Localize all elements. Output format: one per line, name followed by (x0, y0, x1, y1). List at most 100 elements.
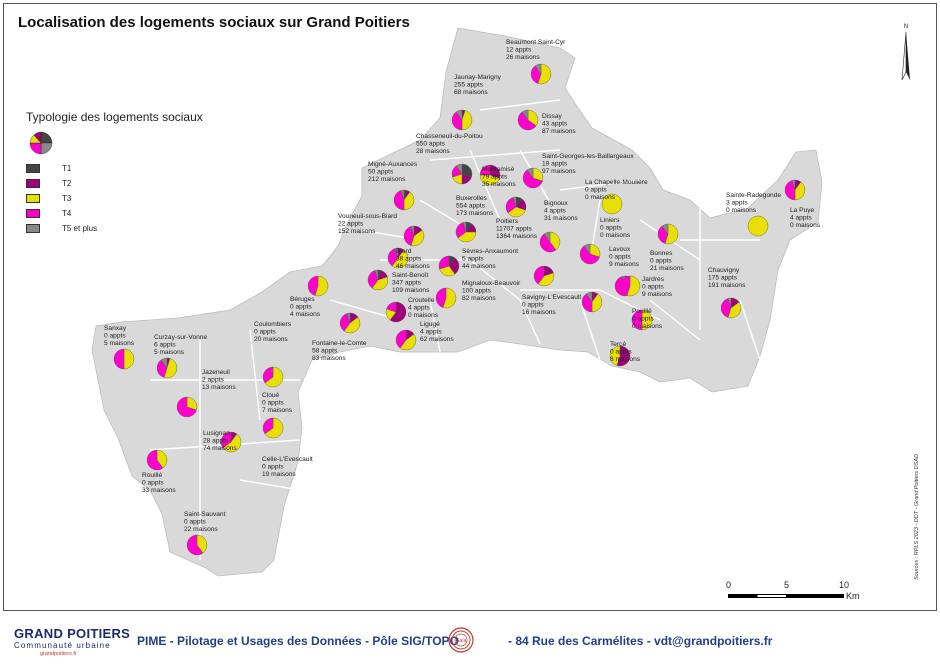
commune-label: Bonnes 0 appts 21 maisons (650, 250, 684, 272)
svg-text:Gaïa: Gaïa (456, 638, 467, 644)
pie-slice (394, 247, 399, 259)
pie-coulombiers (385, 301, 407, 323)
pie-slice (533, 265, 545, 285)
pie-curzay-sur-vonne (156, 357, 178, 379)
pie-liniers (579, 243, 601, 265)
commune-label: Savigny-L'Evescault 0 appts 16 maisons (522, 294, 581, 316)
commune-border (249, 329, 261, 421)
pie-slice (339, 313, 351, 332)
pie-slice (479, 174, 500, 186)
pie-slice (410, 225, 415, 237)
pie-beaumont-saint-cyr (530, 63, 552, 85)
pie-slice (156, 359, 168, 378)
commune-border (559, 179, 641, 191)
pie-slice (527, 109, 539, 127)
commune-label: Rouillé 0 appts 33 maisons (142, 472, 176, 494)
pie-slice (631, 309, 643, 331)
pie-chasseneuil-du-poitou (451, 163, 473, 185)
commune-label: Fontaine-le-Comte 58 appts 83 maisons (312, 340, 367, 362)
pie-vouneuil-sous-biard (387, 247, 409, 269)
legend-item-t2: T2 (26, 177, 203, 192)
pie-slice (539, 233, 557, 253)
commune-border (579, 299, 601, 361)
pie-mignaloux-beauvoir (533, 265, 555, 287)
pie-slice (346, 312, 351, 324)
pie-slice (262, 417, 274, 435)
commune-label: Mignaloux-Beauvoir 100 appts 82 maisons (462, 280, 521, 302)
pie-slice (393, 190, 405, 211)
commune-label: Saint-Sauvant 0 appts 22 maisons (184, 511, 226, 533)
pie-slice (507, 206, 526, 218)
commune-label: Coulombiers 0 appts 20 maisons (254, 321, 292, 343)
pie-slice (438, 255, 450, 270)
commune-border (469, 149, 501, 221)
legend-item-t1: T1 (26, 162, 203, 177)
commune-label: Liniers 0 appts 0 maisons (600, 217, 631, 239)
commune-border (429, 299, 441, 353)
pie-slice (196, 534, 208, 554)
pie-slice (720, 298, 732, 318)
pie-terc- (609, 345, 631, 367)
pie-slice (160, 357, 168, 369)
commune-border (479, 99, 561, 111)
pie-slice (521, 109, 529, 121)
pie-sainte-radegonde (747, 215, 769, 237)
commune-label: Béruges 0 appts 4 maisons (290, 296, 321, 318)
pie-slice (609, 345, 621, 366)
pie-slice (146, 449, 164, 471)
pie-slice (399, 333, 417, 351)
pie-slice (619, 275, 631, 296)
pie-slice (386, 301, 397, 313)
pie-s-vres-anxaumont (438, 255, 460, 277)
commune-label: Celle-L'Evescault 0 appts 19 maisons (262, 456, 313, 478)
pie-slice (727, 301, 742, 319)
pie-slice (549, 231, 561, 251)
pie-slice (262, 366, 274, 384)
label-layer: Beaumont Saint-Cyr 12 appts 26 maisonsJaun… (104, 39, 821, 533)
commune-label: Sèvres-Anxaumont 5 appts 44 maisons (462, 248, 518, 270)
pie-slice (517, 111, 537, 131)
pie-slice (371, 276, 389, 291)
commune-border (429, 149, 561, 161)
commune-label: Sanxay 0 appts 5 maisons (104, 325, 135, 347)
legend-sample-pie (29, 131, 53, 155)
commune-border (649, 299, 701, 341)
commune-label: Cloué 0 appts 7 maisons (262, 392, 293, 414)
footer-department: PIME - Pilotage et Usages des Données - … (137, 634, 459, 648)
pie-montamis- (479, 164, 501, 186)
commune-label: Chauvigny 175 appts 191 maisons (708, 267, 746, 289)
pie-slice (176, 396, 197, 418)
scale-unit: Km (846, 591, 860, 601)
pie-slice (581, 293, 593, 313)
commune-label: Lusignan 28 appts 74 maisons (203, 430, 237, 452)
pie-slice (583, 243, 591, 255)
grand-poitiers-logo: GRAND POITIERS (14, 626, 131, 641)
commune-label: Jazeneuil 2 appts 13 maisons (202, 369, 236, 391)
pie-slice (410, 229, 425, 247)
pie-slice (591, 293, 603, 313)
scale-tick-5: 5 (784, 580, 790, 590)
pie-slice (530, 65, 542, 84)
pie-slice (784, 180, 796, 201)
scale-tick-0: 0 (726, 580, 732, 590)
map-title: Localisation des logements sociaux sur G… (18, 14, 410, 31)
pie-slice (791, 179, 796, 191)
pie-slice (579, 245, 600, 265)
pie-fontaine-le-comte (339, 312, 361, 334)
pie-buxerolles (455, 221, 477, 243)
scale-tick-10: 10 (839, 580, 850, 590)
footer-address: - 84 Rue des Carmélites - vdt@grandpoiti… (508, 634, 773, 648)
commune-border (739, 299, 761, 361)
legend-title: Typologie des logements sociaux (26, 110, 203, 124)
gaia-logo-icon: Gaïa (448, 627, 474, 653)
logo-subtitle: Communauté urbaine (14, 641, 111, 650)
commune-label: Curzay-sur-Vonne 6 appts 5 maisons (154, 334, 207, 356)
pie-mign-auxances (393, 189, 415, 211)
pie-slice (400, 189, 405, 201)
commune-label: Poitiers 11707 appts 1364 maisons (496, 218, 538, 240)
pie-slice (264, 417, 284, 439)
pie-slice (389, 301, 407, 323)
pie-celle-l-evescault (262, 417, 284, 439)
commune-label: Saint-Georges-les-Baillargeaux 19 appts 97… (542, 153, 634, 175)
